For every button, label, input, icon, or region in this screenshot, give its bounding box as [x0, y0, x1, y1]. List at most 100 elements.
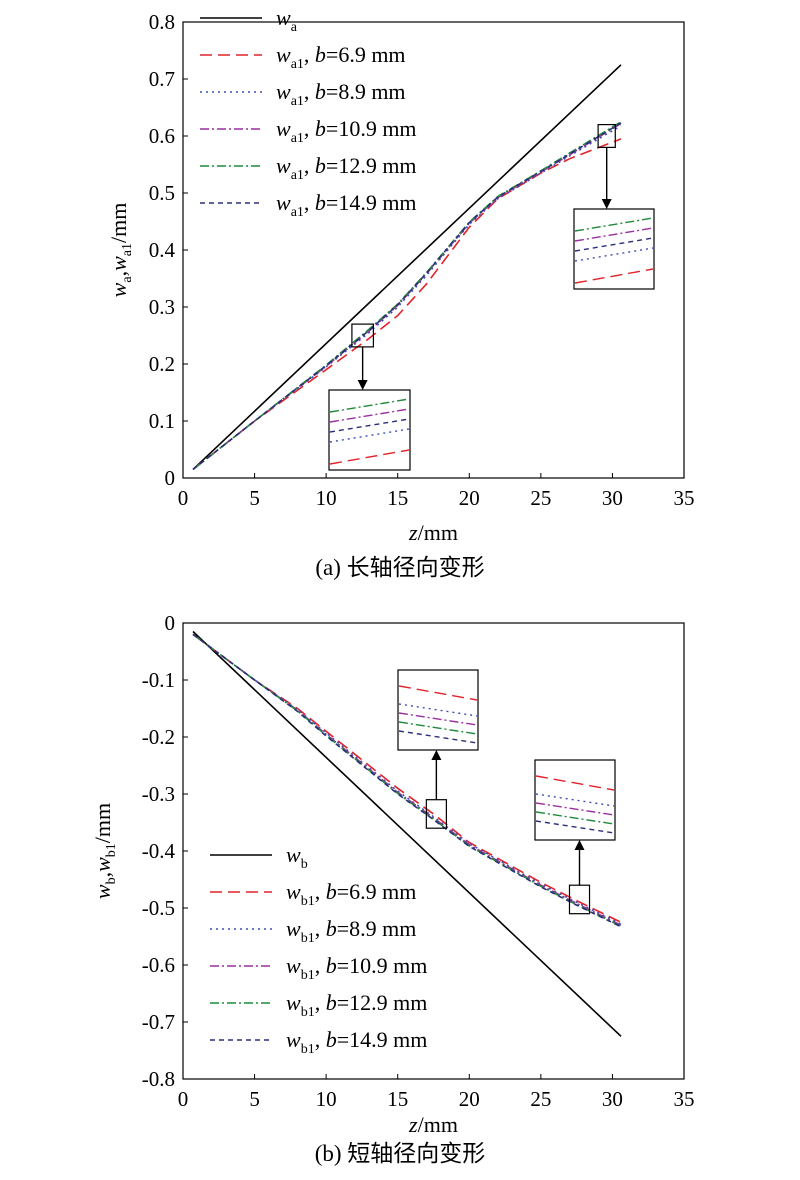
series-line — [192, 64, 622, 470]
zoom-inset-line — [329, 428, 410, 443]
y-tick-label: -0.6 — [142, 953, 175, 977]
series-line — [192, 633, 622, 928]
zoom-inset — [397, 669, 479, 829]
x-tick-label: 10 — [316, 1087, 337, 1111]
y-tick-label: -0.5 — [142, 896, 175, 920]
legend-text: , — [304, 79, 315, 104]
legend-sub: b1 — [301, 968, 315, 983]
legend-param: b — [326, 1027, 337, 1052]
zoom-inset-frame — [397, 669, 479, 751]
y-axis-label-unit: /mm — [106, 203, 131, 243]
y-tick-label: 0 — [165, 466, 176, 490]
legend-sub: b1 — [301, 894, 315, 909]
legend-var: w — [286, 916, 301, 941]
x-axis-label-unit: /mm — [418, 520, 458, 545]
y-axis-label-var: w — [106, 256, 131, 271]
legend-text: , — [315, 879, 326, 904]
legend-sub: a1 — [291, 131, 304, 146]
zoom-inset-line — [398, 721, 478, 735]
legend-text: =12.9 mm — [326, 153, 417, 178]
legend-text: =6.9 mm — [326, 42, 406, 67]
legend-var: w — [286, 1027, 301, 1052]
y-axis-label-sub: a — [120, 276, 135, 283]
chart-b: 0 5 10 15 20 25 30 35 0 -0.1 -0.2 -0.3 -0.4 -0.5 -0.6 -… — [90, 611, 695, 1166]
legend-entry: wa1, b=14.9 mm — [276, 190, 417, 220]
x-axis-label-var: z — [408, 520, 418, 545]
zoom-inset-frame — [534, 759, 616, 841]
y-axis-label-sub: b — [104, 877, 119, 884]
y-tick-label: 0.2 — [149, 352, 175, 376]
zoom-inset-line — [574, 237, 654, 252]
x-tick-label: 15 — [387, 486, 408, 510]
legend-text: , — [315, 1027, 326, 1052]
series-line — [192, 122, 622, 471]
legend-text: =8.9 mm — [326, 79, 406, 104]
zoom-inset-line — [535, 811, 615, 825]
x-tick-label: 0 — [178, 486, 189, 510]
legend-text: , — [304, 190, 315, 215]
y-axis-label-sep: , — [106, 271, 131, 277]
zoom-inset-line — [329, 408, 410, 423]
y-tick-label: 0.7 — [149, 67, 175, 91]
zoom-inset-line — [535, 775, 615, 791]
legend-var: w — [276, 153, 291, 178]
zoom-inset-line — [398, 730, 478, 744]
y-tick-label: -0.7 — [142, 1010, 175, 1034]
y-tick-label: -0.4 — [142, 839, 176, 863]
legend-sub: a1 — [291, 57, 304, 72]
zoom-arrow-head — [357, 380, 368, 390]
y-tick-label: 0 — [165, 611, 176, 635]
zoom-inset-line — [574, 227, 654, 242]
legend-sub: b1 — [301, 1042, 315, 1057]
legend-entry: wa1, b=6.9 mm — [276, 42, 406, 72]
legend-param: b — [315, 190, 326, 215]
legend-entry: wa1, b=10.9 mm — [276, 116, 417, 146]
legend-text: , — [315, 916, 326, 941]
x-tick-label: 15 — [387, 1087, 408, 1111]
legend-text: =14.9 mm — [326, 190, 417, 215]
legend-param: b — [315, 79, 326, 104]
y-tick-label: 0.8 — [149, 10, 175, 34]
legend-entry: wb1, b=10.9 mm — [286, 953, 427, 983]
legend-text: =14.9 mm — [337, 1027, 428, 1052]
x-tick-label: 10 — [316, 486, 337, 510]
y-axis-label: wa,wa1/mm — [106, 203, 135, 298]
legend-text: , — [304, 153, 315, 178]
legend-var: w — [286, 990, 301, 1015]
zoom-inset-line — [535, 802, 615, 816]
zoom-inset-line — [535, 793, 615, 807]
zoom-inset-line — [535, 820, 615, 834]
legend-text: , — [315, 990, 326, 1015]
zoom-inset — [534, 759, 616, 915]
y-tick-label: 0.4 — [149, 238, 176, 262]
legend-var: w — [286, 879, 301, 904]
legend-entry: wb — [286, 842, 308, 872]
figure-caption: (a) 长轴径向变形 — [315, 555, 484, 580]
y-tick-label: 0.3 — [149, 295, 175, 319]
zoom-inset-line — [329, 418, 410, 433]
legend-param: b — [326, 879, 337, 904]
legend-text: =12.9 mm — [337, 990, 428, 1015]
zoom-inset-line — [398, 712, 478, 726]
legend-param: b — [326, 916, 337, 941]
y-axis-label-unit: /mm — [90, 803, 115, 843]
x-tick-label: 35 — [674, 1087, 695, 1111]
legend-entry: wb1, b=8.9 mm — [286, 916, 416, 946]
chart-a: 0 5 10 15 20 25 30 35 0 0.1 0.2 0.3 0.4 0.5 0.6 0.7 0.8 z… — [106, 5, 695, 580]
legend-entry: wb1, b=6.9 mm — [286, 879, 416, 909]
series-group — [192, 630, 622, 1037]
legend-sub: a1 — [291, 94, 304, 109]
y-axis-label-var: w — [90, 884, 115, 899]
x-tick-label: 25 — [530, 486, 551, 510]
y-axis-label-sep: , — [90, 872, 115, 878]
legend-sub: a1 — [291, 168, 304, 183]
zoom-inset-line — [574, 247, 654, 262]
x-tick-label: 25 — [530, 1087, 551, 1111]
legend-text: =10.9 mm — [326, 116, 417, 141]
legend-var: w — [276, 42, 291, 67]
legend-text: =10.9 mm — [337, 953, 428, 978]
y-tick-label: 0.6 — [149, 124, 175, 148]
series-line — [192, 630, 622, 1037]
